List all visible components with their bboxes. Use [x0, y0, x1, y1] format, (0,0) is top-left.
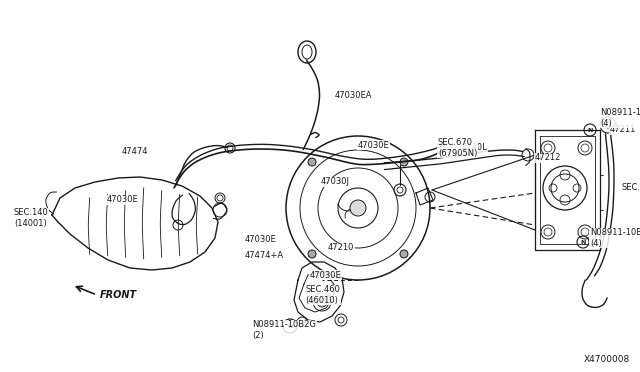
Text: 4740L: 4740L	[462, 144, 488, 153]
Text: 47474+A: 47474+A	[245, 250, 284, 260]
Text: 47211: 47211	[610, 125, 636, 135]
Circle shape	[350, 200, 366, 216]
Text: 47030J: 47030J	[321, 177, 350, 186]
Circle shape	[308, 158, 316, 166]
Text: SEC.670
(67905N): SEC.670 (67905N)	[438, 138, 477, 158]
Text: 47030E: 47030E	[358, 141, 390, 150]
Text: SEC.460
(46010): SEC.460 (46010)	[305, 285, 340, 305]
Text: 47210: 47210	[328, 244, 355, 253]
Circle shape	[400, 158, 408, 166]
Circle shape	[400, 250, 408, 258]
Text: N: N	[588, 128, 593, 132]
Text: 47030E: 47030E	[106, 196, 138, 205]
Text: 47030E: 47030E	[245, 235, 276, 244]
Text: N08911-10B2G
(2): N08911-10B2G (2)	[252, 320, 316, 340]
Circle shape	[308, 250, 316, 258]
Text: N: N	[287, 324, 292, 328]
Text: SEC.140
(14001): SEC.140 (14001)	[14, 208, 49, 228]
Text: 47474: 47474	[122, 148, 148, 157]
Text: N08911-10B1G
(4): N08911-10B1G (4)	[600, 108, 640, 128]
Text: 47030E: 47030E	[310, 270, 342, 279]
Text: X4700008: X4700008	[584, 355, 630, 364]
Text: 47030EA: 47030EA	[335, 91, 372, 100]
Text: SEC.465: SEC.465	[622, 183, 640, 192]
Text: N08911-10B1G
(4): N08911-10B1G (4)	[590, 228, 640, 248]
Circle shape	[317, 297, 327, 307]
Text: N: N	[580, 240, 586, 244]
Text: 47212: 47212	[535, 154, 561, 163]
Text: FRONT: FRONT	[100, 290, 137, 300]
